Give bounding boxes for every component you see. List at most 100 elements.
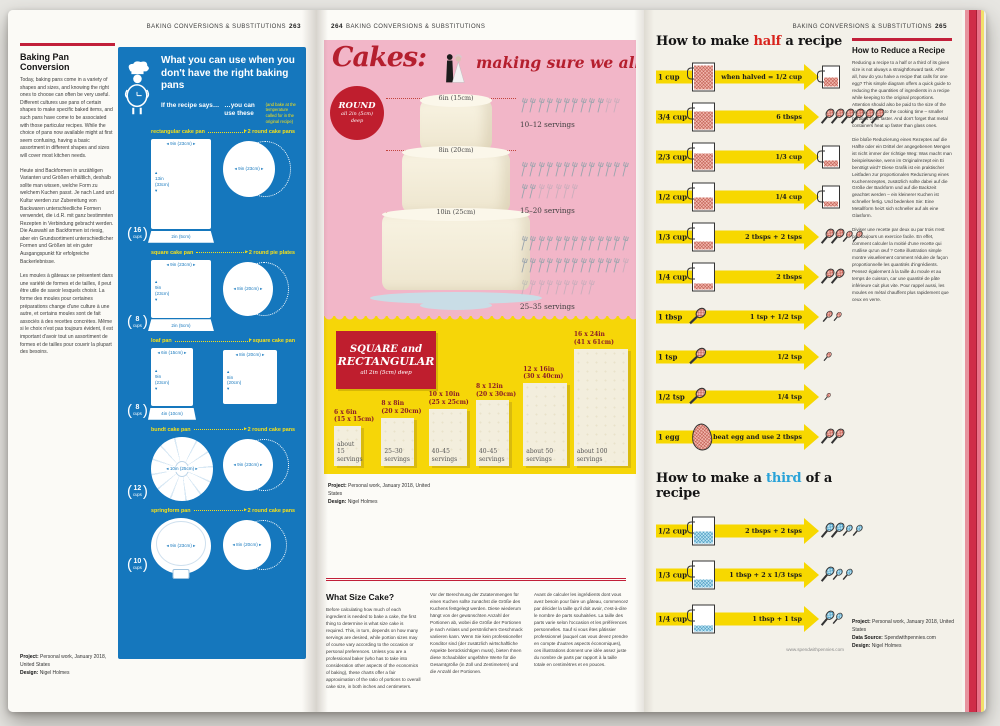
size-inches: 8 x 12in (475, 382, 503, 390)
conversion-row: 3/4 cup 6 tbsps (656, 97, 887, 137)
data-source-line: www.spendwithpennies.com (786, 647, 844, 652)
conversion-row: 1/4 cup 1 tbsp + 1 tsp (656, 597, 852, 641)
conversion-row: 1/2 cup 2 tbsps + 2 tsps (656, 509, 865, 553)
arrow-head-icon (804, 64, 819, 90)
size-inches: 8 x 8in (381, 400, 405, 408)
converted-quantity-label: 6 tbsps (776, 113, 802, 121)
conversion-row: 1/2 cup 1/4 cup (656, 177, 852, 217)
cups-word: cups (133, 234, 142, 240)
target-pan: 8in (20cm) (219, 518, 297, 574)
dotted-connector (193, 426, 247, 432)
if-recipe-says-label: If the recipe says… (161, 101, 220, 109)
section-rule (20, 43, 115, 46)
cups-capacity-badge: (8 cups) (127, 314, 148, 329)
middle-page-credits: Project: Personal work, January 2018, Un… (328, 482, 438, 506)
converted-quantity-label: when halved = 1/2 cup (721, 73, 802, 81)
cup-handle (687, 67, 695, 80)
from-quantity-label: 2/3 cup (658, 152, 687, 162)
result-icons (820, 226, 865, 247)
source-quantity-icon (687, 560, 715, 590)
source-pan-label: springform pan (151, 507, 191, 514)
cake-size-bar: 40–45 servings (428, 409, 467, 466)
fork-icon (560, 97, 571, 119)
source-pan-label: bundt cake pan (151, 426, 191, 433)
pan-height-label: 9in (23cm) (155, 368, 175, 392)
cup-handle (687, 609, 695, 622)
size-inches: 10 x 10in (428, 391, 460, 399)
spoon-handle (689, 315, 699, 325)
title-text: a recipe (781, 34, 843, 49)
spoon-handle (823, 356, 828, 362)
spoon-handle (833, 316, 838, 322)
source-quantity-icon (687, 182, 715, 212)
reduce-paragraph-de: Die bloße Reduzierung eines Rezeptes auf… (852, 136, 952, 219)
arrow-head-icon (804, 304, 819, 330)
fork-icon (585, 97, 596, 119)
credit-label: Design: (328, 499, 347, 505)
target-pan: 9in (23cm) (219, 139, 297, 243)
pan-row-shapes: 9in (23cm)13in (33cm)2in (5cm)(16cups)9i… (127, 139, 297, 243)
pan-row-labels: loaf pan square cake pan (151, 337, 295, 344)
pan-conversion-rows: rectangular cake pan 2 round cake pans 9in… (127, 128, 297, 581)
paren: ) (142, 401, 148, 419)
cups-col: 16 cups (133, 227, 142, 239)
fork-icon (560, 183, 571, 205)
paren: ( (127, 313, 132, 331)
cake-size-bar: 25–30 servings (381, 417, 414, 466)
fork-icon (534, 279, 545, 301)
spoon-handle (842, 574, 849, 581)
tier-size-label: 10in (25cm) (436, 208, 476, 216)
fork-icon (576, 279, 587, 301)
title-text: How to make a (656, 471, 767, 486)
cake-size-bars: 6 x 6in (15 x 15cm) about 15 servings 8 x 8… (334, 331, 628, 466)
spoon-handle (832, 574, 839, 581)
column-labels: If the recipe says… …you can use these (… (161, 102, 297, 125)
credit-label: Design: (20, 670, 39, 676)
fork-icon (551, 161, 562, 183)
cup-handle (687, 267, 695, 280)
left-page: BAKING CONVERSIONS & SUBSTITUTIONS 263 Ba… (8, 10, 314, 712)
pan-conversion-article: Baking Pan Conversion Today, baking pans… (20, 43, 115, 364)
result-icons (823, 348, 833, 367)
what-size-title: What Size Cake? (326, 592, 395, 602)
pan-depth: 2in (5cm) (148, 230, 214, 243)
spoon-handle (689, 395, 699, 405)
from-quantity-label: 1 egg (658, 432, 680, 442)
paren: ) (142, 224, 148, 242)
you-can-use-labels: …you can use these (and bake at the temp… (224, 102, 297, 125)
fork-icon (610, 161, 621, 183)
servings-label: about 100 servings (576, 448, 608, 463)
fork-icon (568, 161, 579, 183)
double-rule (326, 578, 626, 581)
fork-icon (551, 257, 562, 279)
cup-handle (687, 187, 695, 200)
badge-line: RECTANGULAR (337, 355, 435, 368)
conversion-row: 1/4 cup 2 tbsps (656, 257, 852, 297)
from-quantity-label: 1 cup (658, 72, 680, 82)
temperature-note: (and bake at the temperature called for … (265, 101, 296, 124)
cake-size-group: 10 x 10in (25 x 25cm) 40–45 servings (428, 391, 469, 466)
section-rule (852, 38, 952, 41)
converted-quantity-label: 2 tbsps + 2 tsps (745, 527, 802, 535)
from-quantity-label: 1/3 cup (658, 570, 687, 580)
cups-number: 8 (135, 315, 140, 323)
fork-icon (585, 235, 596, 257)
fork-icon (593, 161, 604, 183)
spoon-handle (830, 235, 839, 244)
size-label: 6 x 6in (15 x 15cm) (334, 409, 374, 425)
left-page-credits: Project: Personal work, January 2018, Un… (20, 653, 118, 677)
pan-height-label: 13in (33cm) (155, 170, 175, 194)
converted-quantity-label: 1/4 tsp (777, 393, 802, 401)
credit-line: Data Source: Spendwithpennies.com (852, 635, 936, 641)
cup-fill (694, 531, 713, 544)
measuring-cup-icon (687, 604, 715, 634)
pan-depth: 2in (5cm) (148, 319, 214, 332)
spoon-handle (852, 530, 859, 537)
running-head-right-page: BAKING CONVERSIONS & SUBSTITUTIONS 265 (793, 23, 950, 30)
fork-icon (576, 257, 587, 279)
size-cm: (20 x 20cm) (381, 407, 422, 415)
pan-depth: 4in (10cm) (148, 407, 196, 420)
infographic-title: What you can use when you don't have the… (161, 55, 295, 91)
round-pan: 8in (20cm) (223, 519, 271, 570)
